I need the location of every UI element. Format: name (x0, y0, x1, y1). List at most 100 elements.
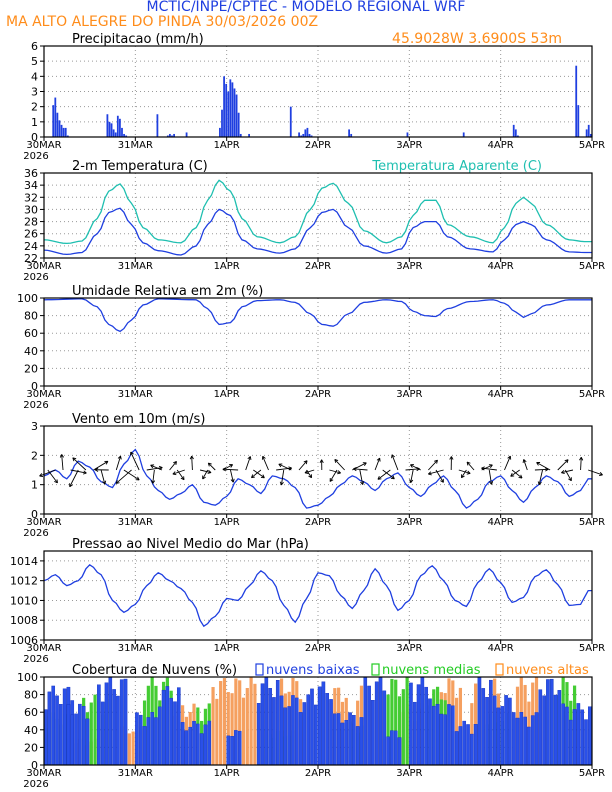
wind-arrow-head (82, 470, 87, 475)
wind-arrow (130, 451, 140, 471)
precip-bar (62, 127, 65, 137)
cloud-bar (283, 707, 288, 766)
cloud-bar (390, 678, 394, 765)
clouds-xtick-label: 5APR (579, 768, 605, 779)
wind-xtick-label: 1APR (214, 517, 240, 528)
cloud-bar (378, 677, 383, 766)
wind-arrow-head (428, 471, 432, 476)
humidity-ytick-label: 40 (24, 345, 38, 358)
wind-arrow (304, 469, 315, 474)
pressure-xtick-label: 30MAR (26, 643, 61, 654)
wind-arrow (93, 460, 109, 471)
wind-arrow (176, 469, 185, 481)
header-coords: 45.9028W 3.6900S 53m (392, 31, 562, 47)
wind-arrow (280, 469, 285, 486)
wind-arrow-head (449, 456, 454, 460)
wind-arrow (278, 463, 292, 471)
cloud-bar (245, 688, 249, 765)
cloud-bar (340, 722, 345, 766)
precip-bar (116, 115, 119, 137)
wind-arrow (488, 469, 492, 485)
cloud-bar (81, 706, 86, 766)
cloud-bar (473, 724, 478, 766)
wind-arrow-head (180, 476, 185, 481)
cloud-bar (93, 694, 97, 765)
cloud-bar (287, 706, 291, 766)
series-line-Umidade Relativa em 2m (%) (43, 298, 592, 333)
precip-bar (231, 82, 234, 137)
cloud-bar (47, 691, 52, 766)
cloud-bar (173, 701, 177, 766)
cloud-bar (500, 706, 505, 766)
precip-bar (348, 129, 350, 137)
wind-xtick-label: 5APR (579, 517, 605, 528)
temperature-xtick-label: 4APR (488, 261, 514, 272)
cloud-bar (85, 718, 90, 766)
cloud-bar (405, 677, 409, 765)
precip-bar (56, 112, 59, 137)
wind-arrow (391, 454, 399, 471)
wind-arrow-head (278, 463, 283, 468)
cloud-bar (142, 726, 147, 766)
cloud-bar (112, 689, 116, 766)
wind-arrow (510, 469, 520, 477)
wind-arrow (169, 461, 177, 471)
humidity-title: Umidade Relativa em 2m (%) (72, 284, 263, 299)
series-line-Vento em 10m (m/s) (43, 448, 592, 509)
wind-arrow (123, 469, 140, 481)
cloud-bar (412, 701, 417, 766)
humidity-xtick-label: 2APR (305, 389, 331, 400)
precip-frame (43, 45, 593, 138)
clouds-xtick-label: 31MAR (118, 768, 153, 779)
cloud-bar (374, 681, 379, 766)
precip-bar (575, 65, 578, 137)
cloud-bar (226, 692, 230, 765)
wind-arrow-head (466, 470, 471, 475)
cloud-bar (154, 717, 158, 766)
pressure-xtick-label: 2APR (305, 643, 331, 654)
cloud-bar (253, 683, 257, 765)
cloud-bar (249, 677, 253, 765)
wind-arrow-head (460, 474, 465, 479)
cloud-bar (534, 712, 539, 766)
wind-xtick-label: 30MAR (26, 517, 61, 528)
wind-xtick-label: 4APR (488, 517, 514, 528)
wind-arrow (536, 462, 551, 471)
temperature-year-label: 2026 (23, 272, 48, 283)
wind-arrow-head (391, 454, 395, 459)
cloud-bar (119, 679, 124, 766)
cloud-bar (435, 703, 440, 766)
cloud-bar (275, 680, 280, 766)
precip-bar (223, 76, 225, 137)
precip-bar (300, 135, 303, 137)
cloud-bar (565, 706, 569, 766)
cloud-bar (146, 717, 151, 766)
cloud-bar (454, 731, 459, 766)
precip-bar (106, 114, 109, 137)
wind-arrow (428, 469, 444, 475)
cloud-bar (386, 736, 390, 766)
cloud-bar (359, 717, 364, 766)
cloud-bar (127, 733, 131, 765)
cloud-bar (317, 686, 322, 766)
wind-arrow-head (390, 475, 395, 480)
wind-arrow-head (261, 455, 266, 460)
cloud-bar (138, 714, 143, 766)
wind-arrow (100, 469, 106, 485)
header-title: MCTIC/INPE/CPTEC - MODELO REGIONAL WRF (147, 0, 466, 15)
cloud-bar (367, 685, 371, 766)
clouds-panel: 0 20 40 60 80 100 nuvens baixas nuvens medias nu… (17, 663, 605, 790)
wind-arrow-head (434, 459, 438, 464)
wind-arrow-head (319, 459, 324, 464)
cloud-bar (355, 726, 360, 766)
wind-arrow (504, 455, 511, 471)
wind-ytick-label: 0 (31, 508, 38, 521)
cloud-legend-label: nuvens baixas (266, 663, 360, 678)
wind-arrow (191, 455, 193, 471)
precip-ytick-label: 4 (31, 70, 38, 83)
wind-arrow (377, 469, 391, 480)
precip-bar (350, 133, 353, 137)
humidity-year-label: 2026 (23, 400, 48, 411)
precip-bar (114, 132, 117, 137)
